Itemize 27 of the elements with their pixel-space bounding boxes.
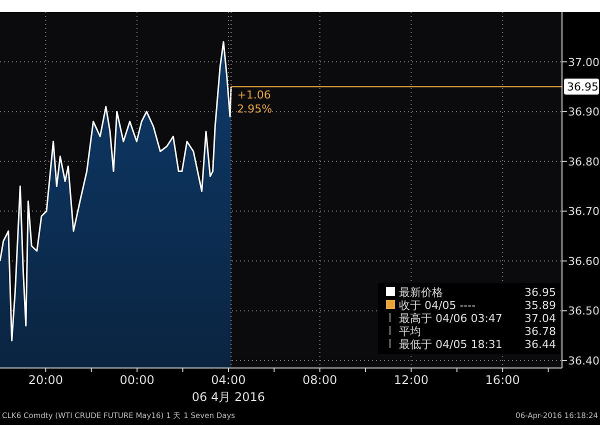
y-tick-label: 36.70 xyxy=(568,205,600,218)
annotation: 最低于 04/05 18:31 xyxy=(399,338,502,351)
x-tick-label: 08:00 xyxy=(302,373,338,387)
y-tick-label: 37.00 xyxy=(568,56,600,69)
y-tick-label: 36.40 xyxy=(568,354,600,368)
annotation: 收于 04/05 ---- xyxy=(399,299,476,312)
ref-line-label: 36.95 xyxy=(567,80,598,94)
annotation: 最高于 04/06 03:47 xyxy=(399,312,502,325)
x-tick-label: 04:00 xyxy=(211,373,246,387)
x-axis-title: 06 4月 2016 xyxy=(192,390,265,404)
legend-label: 最新价格 xyxy=(399,286,443,299)
x-tick-label: 20:00 xyxy=(28,373,63,387)
annotation: +1.06 xyxy=(237,88,271,102)
annotation: 2.95% xyxy=(237,102,272,116)
annotation: 37.04 xyxy=(524,312,556,325)
x-tick-label: 12:00 xyxy=(394,373,429,387)
x-tick-label: 16:00 xyxy=(485,373,520,387)
annotation: 36.95 xyxy=(524,286,556,299)
y-tick-label: 36.50 xyxy=(568,304,600,318)
annotation: 平均 xyxy=(399,325,421,338)
annotation: 36.78 xyxy=(524,325,556,338)
annotation: 35.89 xyxy=(524,299,556,312)
y-tick-label: 36.80 xyxy=(568,155,600,168)
x-tick-label: 00:00 xyxy=(120,373,154,387)
y-tick-label: 36.90 xyxy=(568,106,600,119)
y-tick-label: 36.60 xyxy=(568,254,600,268)
annotation: 36.44 xyxy=(524,338,556,351)
